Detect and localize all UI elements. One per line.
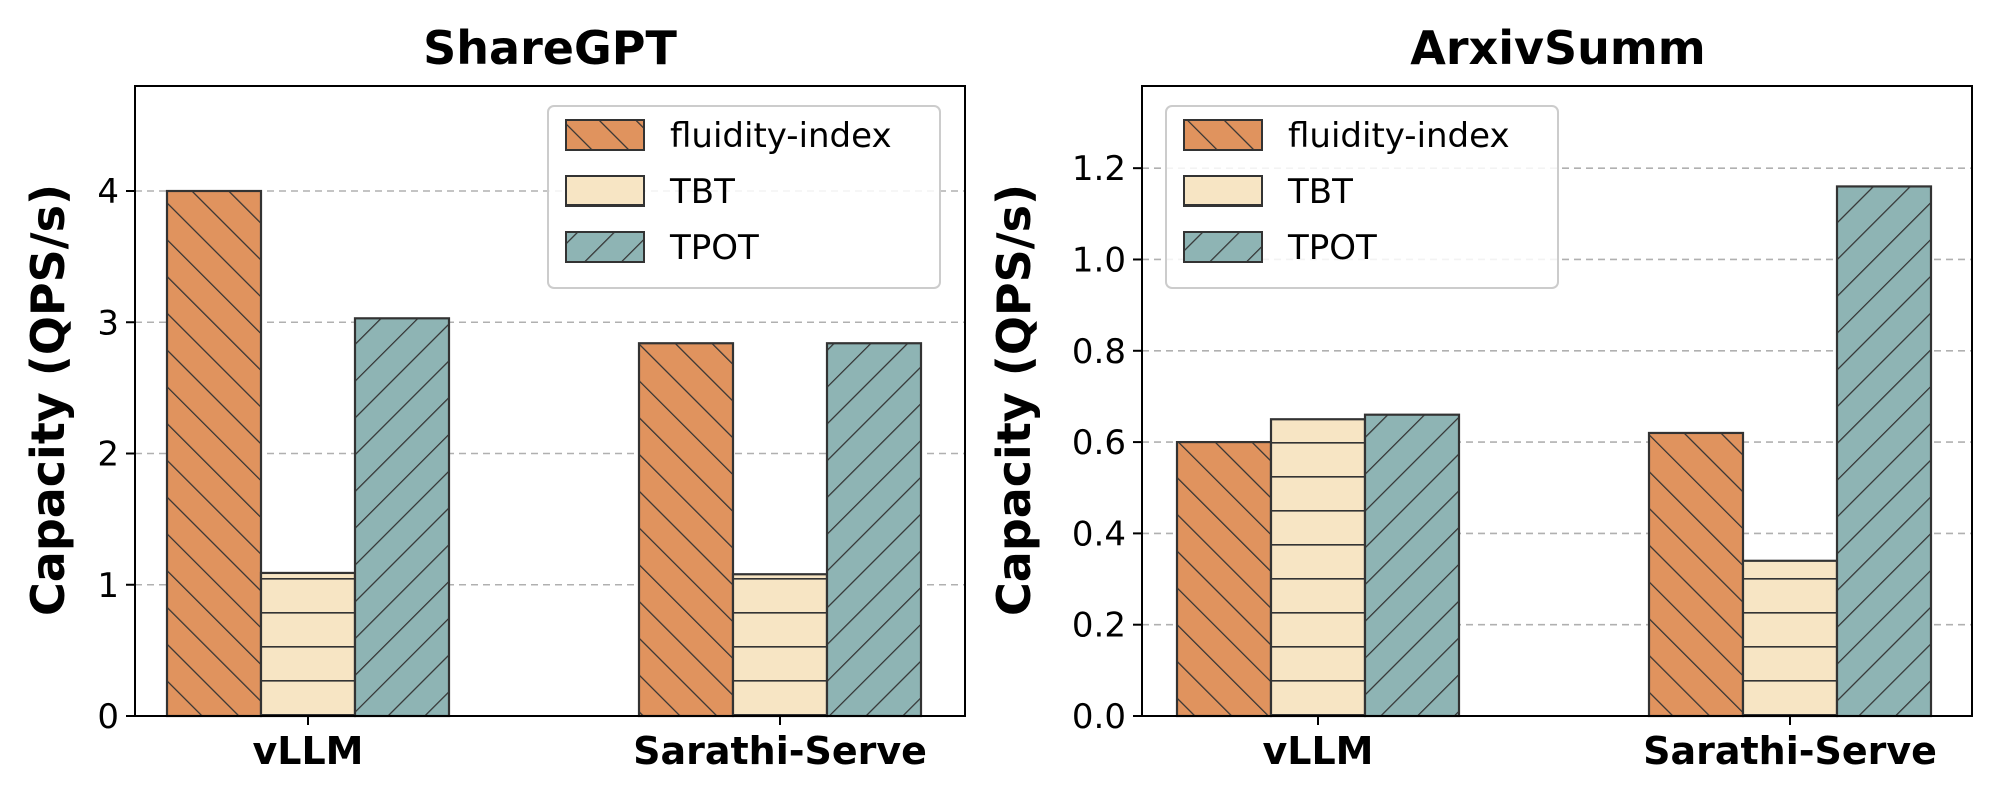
x-tick-label: Sarathi-Serve [1643,729,1937,773]
legend-item-TBT: TBT [565,172,735,212]
bar-hatch [353,317,451,718]
legend-item-TPOT: TPOT [565,228,759,268]
chart-title: ArxivSumm [1410,21,1705,75]
y-ticks: 0 1 2 3 4 [97,172,135,737]
bar-TBT-Sarathi-Serve [1741,559,1839,718]
legend-item-TPOT: TPOT [1183,228,1377,268]
legend-label: fluidity-index [670,116,892,156]
y-tick-label: 0 [97,697,119,737]
legend: fluidity-index TBT TPOT [547,105,941,289]
bar-TBT-Sarathi-Serve [731,573,829,718]
x-tick-label: vLLM [252,729,363,773]
bar-fluidity-index-vLLM [1175,440,1273,718]
bar-TBT-vLLM [1269,418,1367,718]
bar-hatch [1647,431,1745,718]
x-tick-label: Sarathi-Serve [633,729,927,773]
bars [1175,185,1933,718]
y-tick-label: 0.4 [1072,514,1126,554]
bar-hatch [637,342,735,718]
bar-hatch [259,571,357,718]
bar-TPOT-Sarathi-Serve [825,342,923,718]
legend-swatch [565,175,645,207]
x-ticks: vLLM Sarathi-Serve [252,716,927,773]
y-tick-label: 4 [97,172,119,212]
y-tick-label: 1.0 [1072,240,1126,280]
bar-fluidity-index-vLLM [165,189,263,718]
y-tick-label: 0.6 [1072,423,1126,463]
chart-sharegpt: ShareGPT Capacity (QPS/s) 0 1 2 3 4 vLLM Sara… [21,21,966,773]
y-tick-label: 0.2 [1072,606,1126,646]
bar-TPOT-vLLM [1363,413,1461,718]
x-tick-label: vLLM [1262,729,1373,773]
legend-swatch [565,231,645,263]
chart-arxivsumm: ArxivSumm Capacity (QPS/s) 0.00.20.40.60… [987,21,1973,773]
legend-swatch [1183,119,1263,151]
plot-frame [1141,85,1973,717]
legend: fluidity-index TBT TPOT [1165,105,1559,289]
bar-TPOT-Sarathi-Serve [1835,185,1933,718]
legend-label: TPOT [669,228,759,268]
y-tick-label: 1 [97,566,119,606]
bar-fluidity-index-Sarathi-Serve [637,342,735,718]
bar-hatch [825,342,923,718]
legend-swatch [565,119,645,151]
legend-label: fluidity-index [1288,116,1510,156]
bar-hatch [165,189,263,718]
chart-title: ShareGPT [423,21,677,75]
y-tick-label: 0.0 [1072,697,1126,737]
legend-swatch [1183,175,1263,207]
y-axis-label: Capacity (QPS/s) [21,184,75,616]
bar-hatch [1835,185,1933,718]
legend-label: TBT [1287,172,1353,212]
bar-hatch [1363,413,1461,718]
legend-label: TBT [669,172,735,212]
bar-TPOT-vLLM [353,317,451,718]
y-tick-label: 1.2 [1072,149,1126,189]
legend-box [1165,105,1559,289]
bar-hatch [1741,559,1839,718]
legend-item-fluidity-index: fluidity-index [1183,116,1510,156]
y-tick-label: 2 [97,435,119,475]
legend-box [547,105,941,289]
y-ticks: 0.0 0.2 0.4 0.6 0.8 1.0 1.2 [1072,149,1142,737]
legend-item-fluidity-index: fluidity-index [565,116,892,156]
bars [165,189,923,718]
legend-item-TBT: TBT [1183,172,1353,212]
bar-fluidity-index-Sarathi-Serve [1647,431,1745,718]
plot-frame [134,85,966,717]
bar-hatch [1175,440,1273,718]
y-tick-label: 0.8 [1072,332,1126,372]
bar-hatch [1269,418,1367,718]
y-tick-label: 3 [97,303,119,343]
x-ticks: vLLM Sarathi-Serve [1262,716,1937,773]
legend-label: TPOT [1287,228,1377,268]
bar-hatch [731,573,829,718]
y-axis-label: Capacity (QPS/s) [987,184,1041,616]
bar-TBT-vLLM [259,571,357,718]
legend-swatch [1183,231,1263,263]
